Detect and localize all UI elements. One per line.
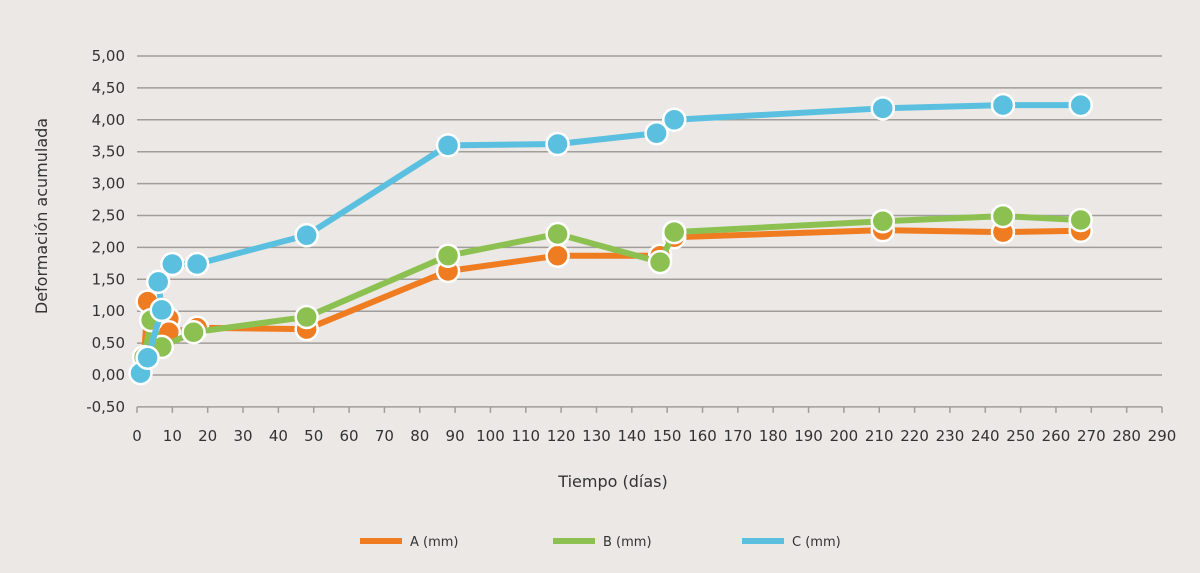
series-line — [137, 102, 1081, 375]
y-tick-label: 1,50 — [92, 270, 125, 288]
x-tick-label: 70 — [375, 427, 394, 445]
data-point — [661, 107, 687, 133]
x-tick-label: 200 — [830, 427, 859, 445]
series-C — [128, 92, 1093, 386]
x-tick-label: 10 — [163, 427, 182, 445]
y-tick-label: 0,50 — [92, 334, 125, 352]
data-point — [149, 297, 174, 323]
x-tick-label: 120 — [547, 427, 576, 445]
legend-label: A (mm) — [410, 535, 459, 550]
data-point — [545, 221, 570, 247]
data-point — [1068, 92, 1093, 118]
data-point — [870, 208, 896, 234]
x-tick-label: 60 — [340, 427, 359, 445]
x-tick-label: 230 — [936, 427, 965, 445]
x-tick-label: 190 — [794, 427, 823, 445]
data-point — [135, 345, 160, 371]
x-tick-label: 140 — [618, 427, 647, 445]
data-point — [545, 243, 570, 268]
y-tick-label: 2,00 — [92, 238, 125, 256]
x-tick-label: 220 — [900, 427, 929, 445]
data-point — [181, 320, 206, 345]
data-point — [647, 249, 673, 275]
y-axis-label: Deformación acumulada — [32, 118, 51, 314]
x-tick-label: 260 — [1042, 427, 1071, 445]
data-point — [160, 251, 185, 277]
x-tick-label: 80 — [410, 427, 429, 445]
data-point — [145, 269, 171, 295]
x-tick-label: 290 — [1148, 427, 1177, 445]
data-point — [435, 133, 461, 158]
y-tick-label: 3,00 — [92, 175, 125, 193]
data-point — [990, 92, 1016, 118]
x-tick-label: 90 — [446, 427, 465, 445]
x-tick-label: 30 — [233, 427, 252, 445]
x-tick-label: 250 — [1006, 427, 1035, 445]
y-tick-label: 1,00 — [92, 302, 125, 320]
data-point — [870, 96, 896, 121]
data-point — [990, 203, 1016, 229]
x-tick-label: 180 — [759, 427, 788, 445]
x-tick-label: 50 — [304, 427, 323, 445]
y-tick-label: 4,00 — [92, 111, 125, 129]
x-tick-label: 210 — [865, 427, 894, 445]
x-tick-label: 150 — [653, 427, 682, 445]
y-tick-label: 5,00 — [92, 47, 125, 65]
y-tick-label: -0,50 — [86, 398, 125, 416]
x-tick-label: 20 — [198, 427, 217, 445]
x-tick-label: 160 — [688, 427, 717, 445]
x-tick-label: 130 — [582, 427, 611, 445]
data-point — [1068, 207, 1093, 233]
data-point — [545, 131, 570, 157]
x-tick-label: 170 — [724, 427, 753, 445]
y-tick-label: 3,50 — [92, 143, 125, 161]
legend-label: C (mm) — [792, 535, 841, 550]
y-tick-label: 2,50 — [92, 207, 125, 225]
data-point — [294, 304, 319, 330]
data-point — [184, 251, 210, 277]
x-tick-label: 280 — [1112, 427, 1141, 445]
x-tick-label: 240 — [971, 427, 1000, 445]
y-tick-label: 0,00 — [92, 366, 125, 384]
data-point — [661, 219, 687, 245]
x-tick-label: 110 — [511, 427, 540, 445]
y-tick-label: 4,50 — [92, 79, 125, 97]
x-tick-label: 270 — [1077, 427, 1106, 445]
x-tick-label: 100 — [476, 427, 505, 445]
x-tick-label: 0 — [132, 427, 142, 445]
x-tick-label: 40 — [269, 427, 288, 445]
legend-label: B (mm) — [603, 535, 652, 550]
data-point — [294, 223, 319, 248]
data-point — [644, 120, 669, 146]
data-point — [435, 243, 461, 268]
x-axis-label: Tiempo (días) — [557, 472, 667, 491]
series-line — [141, 213, 1081, 358]
